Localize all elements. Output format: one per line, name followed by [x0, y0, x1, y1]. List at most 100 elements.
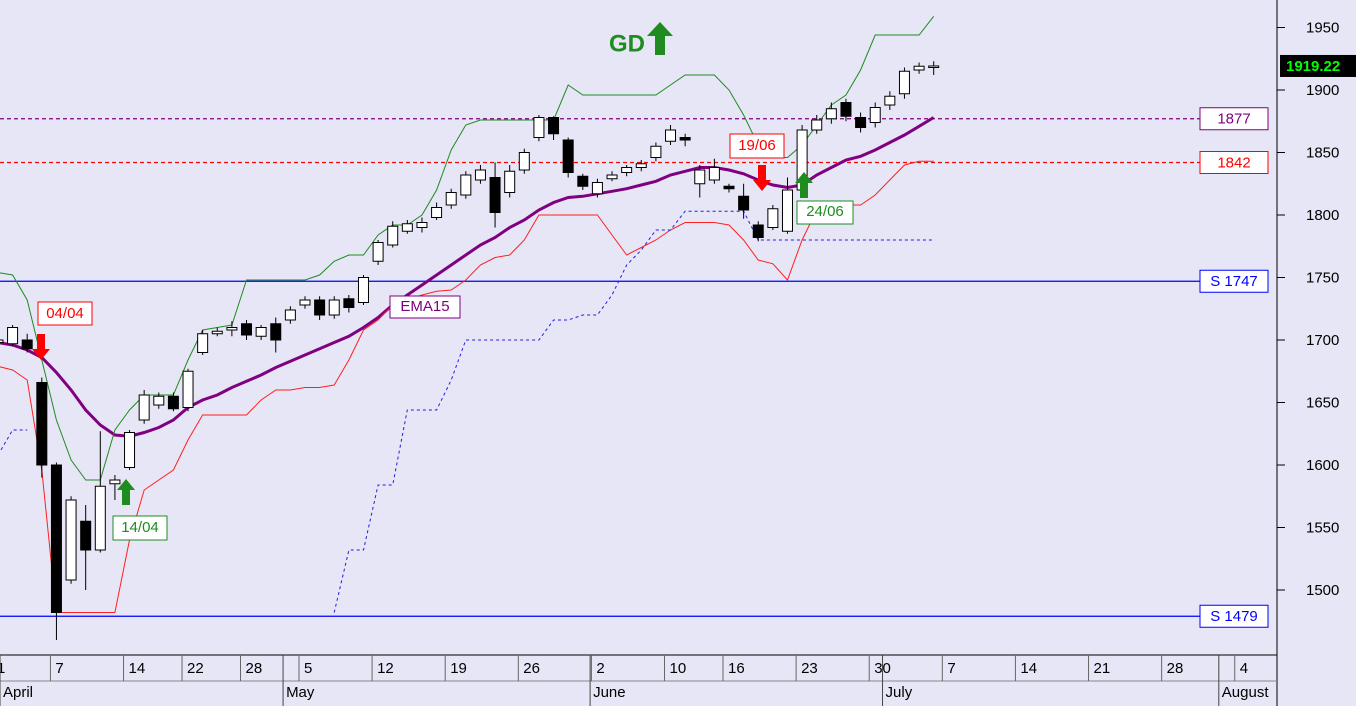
level-label-text: 1842 — [1217, 154, 1250, 171]
candle-body — [489, 177, 501, 213]
x-tick-label: 28 — [1167, 660, 1184, 677]
level-label-text: S 1747 — [1210, 273, 1258, 290]
candle-body — [241, 323, 253, 336]
candle-body — [767, 208, 779, 228]
signal-box — [729, 133, 785, 159]
signal-box — [112, 515, 168, 541]
candle-body — [255, 327, 267, 337]
candle-body — [328, 299, 340, 316]
x-tick-label: 16 — [728, 660, 745, 677]
candle-body — [518, 152, 530, 171]
level-label: 1877 — [1199, 107, 1269, 131]
candle-body — [752, 224, 764, 238]
indicator-line — [0, 210, 934, 613]
level-label-box — [1199, 107, 1269, 131]
annotations: GD 04/04 14/04 19/06 24/06 EMA15 — [32, 22, 854, 541]
x-tick-label: 2 — [596, 660, 604, 677]
candle-body — [284, 309, 296, 321]
level-label: S 1747 — [1199, 269, 1269, 293]
y-tick-label: 1900 — [1306, 82, 1339, 99]
candle-body — [80, 520, 92, 551]
candle-body — [577, 175, 589, 187]
x-tick-label: 28 — [246, 660, 263, 677]
signal-box — [796, 200, 854, 225]
candle-body — [7, 327, 19, 345]
y-tick-label: 1750 — [1306, 269, 1339, 286]
candle-body — [840, 102, 852, 117]
candle-body — [928, 65, 940, 68]
candle-body — [431, 207, 443, 218]
candle-body — [0, 339, 4, 343]
x-tick-label: 23 — [801, 660, 818, 677]
candle-body — [723, 185, 735, 190]
candle-body — [474, 169, 486, 181]
month-label: June — [593, 684, 626, 701]
candle-body — [401, 223, 413, 232]
signal-date: 19/06 — [738, 137, 776, 154]
up-arrow — [795, 172, 813, 198]
x-tick-label: 22 — [187, 660, 204, 677]
x-tick-label: 14 — [1020, 660, 1037, 677]
signal-date: 04/04 — [46, 305, 84, 322]
candle-body — [211, 330, 223, 335]
line-label: EMA15 — [400, 298, 449, 315]
line-label-box — [389, 295, 461, 319]
x-tick-label: 7 — [947, 660, 955, 677]
month-label: May — [286, 684, 315, 701]
down-arrow — [32, 334, 50, 360]
last-price-box — [1280, 54, 1356, 77]
candle-body — [606, 174, 618, 180]
candle-body — [182, 370, 194, 408]
level-label-box — [1199, 269, 1269, 293]
candle-body — [153, 395, 165, 406]
candle-body — [124, 432, 136, 468]
candle-body — [650, 145, 662, 158]
candle-body — [197, 333, 209, 353]
y-tick-label: 1950 — [1306, 19, 1339, 36]
y-tick-label: 1550 — [1306, 519, 1339, 536]
month-label: July — [886, 684, 913, 701]
candle-body — [343, 298, 355, 308]
month-label: April — [3, 684, 33, 701]
y-tick-label: 1800 — [1306, 207, 1339, 224]
x-tick-label: 21 — [1094, 660, 1111, 677]
x-tick-label: 19 — [450, 660, 467, 677]
level-label-text: S 1479 — [1210, 608, 1258, 625]
x-tick-label: 5 — [304, 660, 312, 677]
y-tick-label: 1650 — [1306, 394, 1339, 411]
y-tick-label: 1700 — [1306, 332, 1339, 349]
candle-body — [621, 167, 633, 173]
y-tick-label: 1850 — [1306, 144, 1339, 161]
candle-body — [21, 339, 33, 350]
candle-body — [36, 382, 48, 466]
candle-body — [138, 394, 150, 421]
x-tick-label: 14 — [129, 660, 146, 677]
level-label-box — [1199, 604, 1269, 628]
candle-body — [738, 195, 750, 211]
y-tick-label: 1500 — [1306, 582, 1339, 599]
axes: 1877 1842 S 1747 S 1479 1500 1550 1600 1650 1700… — [0, 19, 1356, 706]
signal-label: GD — [609, 30, 645, 57]
signal-date: 14/04 — [121, 519, 159, 536]
candle-body — [387, 225, 399, 246]
indicator-line — [0, 116, 935, 438]
candle-body — [167, 395, 179, 410]
x-tick-label: 4 — [1240, 660, 1248, 677]
x-tick-label: 1 — [0, 660, 5, 677]
candle-body — [314, 299, 326, 316]
signal-date: 24/06 — [806, 203, 844, 220]
x-tick-label: 10 — [670, 660, 687, 677]
candle-body — [533, 117, 545, 138]
candle-body — [357, 277, 369, 303]
x-tick-label: 7 — [55, 660, 63, 677]
candle-body — [694, 169, 706, 185]
candle-body — [460, 174, 472, 196]
candle-body — [825, 108, 837, 120]
candle-body — [65, 499, 77, 581]
candle-body — [869, 107, 881, 123]
candle-body — [913, 65, 925, 71]
level-label-box — [1199, 151, 1269, 174]
